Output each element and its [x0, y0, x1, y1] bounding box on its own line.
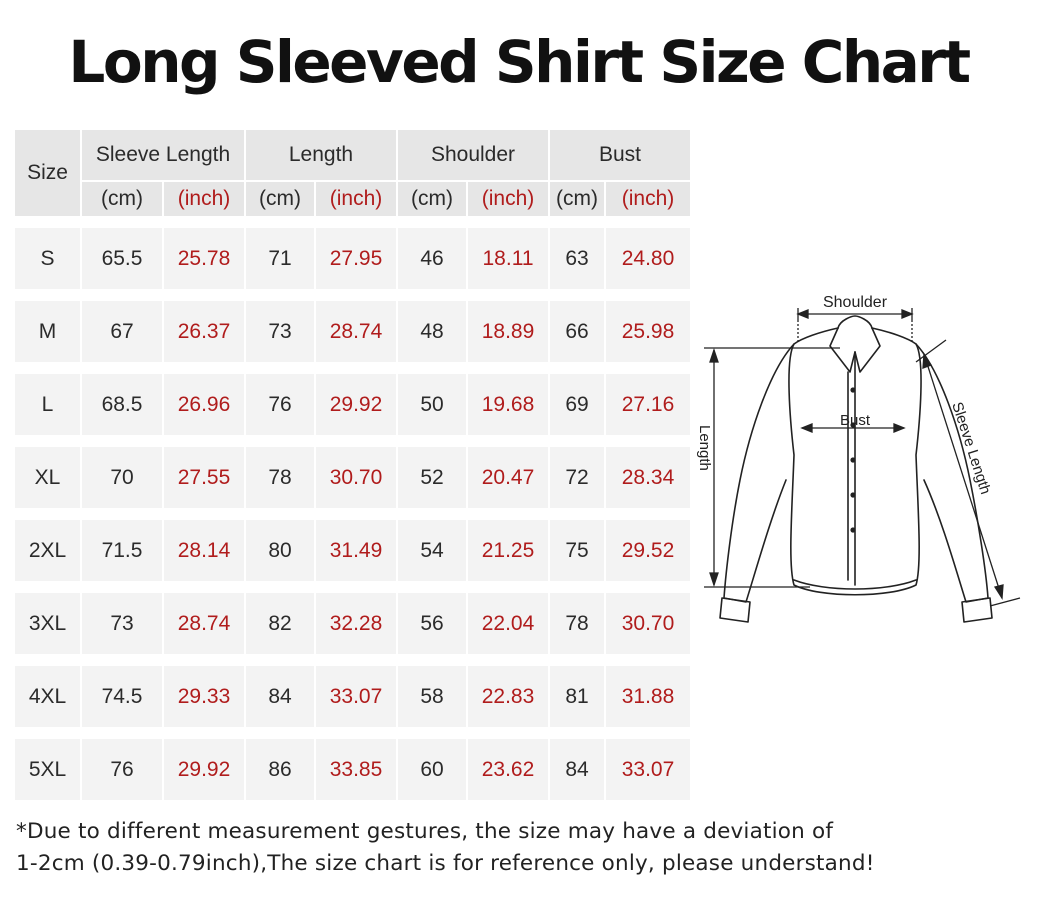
inch-value-cell: 22.83 [468, 666, 550, 727]
cm-value-cell: 54 [398, 520, 468, 581]
cm-value-cell: 72 [550, 447, 606, 508]
group-header: Length [246, 130, 398, 180]
group-header: Bust [550, 130, 690, 180]
unit-inch-header: (inch) [468, 180, 550, 216]
size-cell: 3XL [15, 593, 82, 654]
cm-value-cell: 70 [82, 447, 164, 508]
cm-value-cell: 68.5 [82, 374, 164, 435]
inch-value-cell: 24.80 [606, 228, 690, 289]
cm-value-cell: 58 [398, 666, 468, 727]
inch-value-cell: 27.16 [606, 374, 690, 435]
inch-value-cell: 30.70 [606, 593, 690, 654]
shirt-measurement-diagram: Shoulder Bust Length Sleeve Length [696, 294, 1021, 623]
cm-value-cell: 78 [550, 593, 606, 654]
inch-value-cell: 31.49 [316, 520, 398, 581]
group-header: Shoulder [398, 130, 550, 180]
inch-value-cell: 29.33 [164, 666, 246, 727]
cm-value-cell: 50 [398, 374, 468, 435]
cm-value-cell: 82 [246, 593, 316, 654]
shoulder-label: Shoulder [823, 294, 888, 311]
inch-value-cell: 18.89 [468, 301, 550, 362]
unit-inch-header: (inch) [164, 180, 246, 216]
inch-value-cell: 21.25 [468, 520, 550, 581]
cm-value-cell: 73 [82, 593, 164, 654]
cm-value-cell: 81 [550, 666, 606, 727]
inch-value-cell: 28.74 [164, 593, 246, 654]
size-cell: M [15, 301, 82, 362]
cm-value-cell: 74.5 [82, 666, 164, 727]
cm-value-cell: 75 [550, 520, 606, 581]
inch-value-cell: 23.62 [468, 739, 550, 800]
inch-value-cell: 28.34 [606, 447, 690, 508]
size-cell: 5XL [15, 739, 82, 800]
inch-value-cell: 19.68 [468, 374, 550, 435]
size-header: Size [15, 130, 82, 216]
bust-label: Bust [840, 412, 871, 429]
cm-value-cell: 56 [398, 593, 468, 654]
cm-value-cell: 76 [246, 374, 316, 435]
cm-value-cell: 48 [398, 301, 468, 362]
cm-value-cell: 60 [398, 739, 468, 800]
inch-value-cell: 26.96 [164, 374, 246, 435]
cm-value-cell: 63 [550, 228, 606, 289]
cm-value-cell: 73 [246, 301, 316, 362]
inch-value-cell: 33.07 [606, 739, 690, 800]
inch-value-cell: 32.28 [316, 593, 398, 654]
length-label: Length [696, 425, 713, 471]
inch-value-cell: 25.78 [164, 228, 246, 289]
cm-value-cell: 67 [82, 301, 164, 362]
inch-value-cell: 31.88 [606, 666, 690, 727]
cm-value-cell: 78 [246, 447, 316, 508]
inch-value-cell: 29.92 [164, 739, 246, 800]
cm-value-cell: 84 [246, 666, 316, 727]
unit-cm-header: (cm) [82, 180, 164, 216]
inch-value-cell: 33.07 [316, 666, 398, 727]
inch-value-cell: 28.74 [316, 301, 398, 362]
cm-value-cell: 69 [550, 374, 606, 435]
inch-value-cell: 27.55 [164, 447, 246, 508]
unit-inch-header: (inch) [606, 180, 690, 216]
cm-value-cell: 76 [82, 739, 164, 800]
unit-cm-header: (cm) [550, 180, 606, 216]
inch-value-cell: 27.95 [316, 228, 398, 289]
size-cell: XL [15, 447, 82, 508]
button-icons [850, 387, 856, 533]
shirt-icon [719, 315, 993, 623]
cm-value-cell: 84 [550, 739, 606, 800]
cm-value-cell: 80 [246, 520, 316, 581]
cm-value-cell: 65.5 [82, 228, 164, 289]
size-chart-table: Size Sleeve Length Length Shoulder Bust (cm)(… [15, 130, 690, 812]
cm-value-cell: 46 [398, 228, 468, 289]
cm-value-cell: 86 [246, 739, 316, 800]
inch-value-cell: 22.04 [468, 593, 550, 654]
inch-value-cell: 30.70 [316, 447, 398, 508]
inch-value-cell: 29.52 [606, 520, 690, 581]
measurement-note: *Due to different measurement gestures, … [16, 816, 1026, 880]
page-title: Long Sleeved Shirt Size Chart [68, 28, 971, 96]
cm-value-cell: 71.5 [82, 520, 164, 581]
cm-value-cell: 52 [398, 447, 468, 508]
size-cell: 2XL [15, 520, 82, 581]
size-cell: S [15, 228, 82, 289]
group-header: Sleeve Length [82, 130, 246, 180]
inch-value-cell: 26.37 [164, 301, 246, 362]
cm-value-cell: 66 [550, 301, 606, 362]
note-line-2: 1-2cm (0.39-0.79inch),The size chart is … [16, 851, 875, 876]
inch-value-cell: 29.92 [316, 374, 398, 435]
size-cell: 4XL [15, 666, 82, 727]
inch-value-cell: 25.98 [606, 301, 690, 362]
unit-inch-header: (inch) [316, 180, 398, 216]
unit-cm-header: (cm) [398, 180, 468, 216]
unit-cm-header: (cm) [246, 180, 316, 216]
cm-value-cell: 71 [246, 228, 316, 289]
inch-value-cell: 20.47 [468, 447, 550, 508]
inch-value-cell: 28.14 [164, 520, 246, 581]
note-line-1: *Due to different measurement gestures, … [16, 819, 834, 844]
size-cell: L [15, 374, 82, 435]
inch-value-cell: 33.85 [316, 739, 398, 800]
inch-value-cell: 18.11 [468, 228, 550, 289]
